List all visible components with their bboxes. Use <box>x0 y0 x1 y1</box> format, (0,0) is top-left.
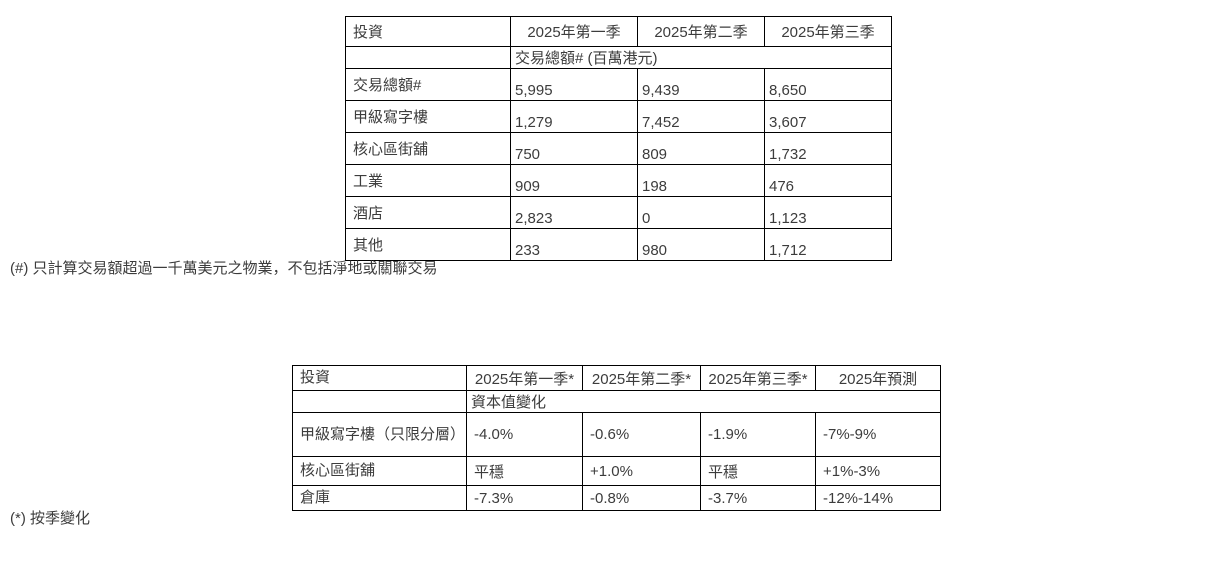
value-cell: 2,823 <box>510 196 638 229</box>
row-label: 甲級寫字樓（只限分層） <box>292 412 467 457</box>
table1-col-header-q3: 2025年第三季 <box>764 16 892 47</box>
value-cell: 7,452 <box>637 100 765 133</box>
row-label: 酒店 <box>345 196 511 229</box>
table1-col-header-q1: 2025年第一季 <box>510 16 638 47</box>
value-cell: 8,650 <box>764 68 892 101</box>
value-cell: 平穩 <box>700 456 816 486</box>
row-label: 甲級寫字樓 <box>345 100 511 133</box>
table2-subheader: 資本值變化 <box>466 390 941 413</box>
value-cell: 1,279 <box>510 100 638 133</box>
table-row: 酒店 2,823 0 1,123 <box>345 196 892 229</box>
transaction-totals-table: 投資 2025年第一季 2025年第二季 2025年第三季 交易總額# (百萬港… <box>345 16 892 261</box>
value-cell: 909 <box>510 164 638 197</box>
value-cell: 476 <box>764 164 892 197</box>
value-cell: -7%-9% <box>815 412 941 457</box>
table2-col-header-q2: 2025年第二季* <box>582 365 701 391</box>
table-row: 甲級寫字樓（只限分層） -4.0% -0.6% -1.9% -7%-9% <box>292 412 941 457</box>
row-label: 其他 <box>345 228 511 261</box>
value-cell: 1,712 <box>764 228 892 261</box>
row-label: 核心區街舖 <box>292 456 467 486</box>
table2-subheader-row: 資本值變化 <box>292 390 941 413</box>
value-cell: 980 <box>637 228 765 261</box>
table-row: 核心區街舖 平穩 +1.0% 平穩 +1%-3% <box>292 456 941 486</box>
value-cell: 809 <box>637 132 765 165</box>
value-cell: 1,123 <box>764 196 892 229</box>
table-row: 核心區街舖 750 809 1,732 <box>345 132 892 165</box>
table-row: 工業 909 198 476 <box>345 164 892 197</box>
value-cell: 1,732 <box>764 132 892 165</box>
table-row: 交易總額# 5,995 9,439 8,650 <box>345 68 892 101</box>
table-row: 甲級寫字樓 1,279 7,452 3,607 <box>345 100 892 133</box>
table-row: 倉庫 -7.3% -0.8% -3.7% -12%-14% <box>292 485 941 511</box>
table-row: 其他 233 980 1,712 <box>345 228 892 261</box>
table2-col-header-q1: 2025年第一季* <box>466 365 583 391</box>
table2-corner-header: 投資 <box>292 365 467 391</box>
table2-col-header-forecast: 2025年預測 <box>815 365 941 391</box>
table1-corner-header: 投資 <box>345 16 511 47</box>
table1-subheader-empty-cell <box>345 46 511 69</box>
row-label: 工業 <box>345 164 511 197</box>
value-cell: 3,607 <box>764 100 892 133</box>
row-label: 交易總額# <box>345 68 511 101</box>
value-cell: 0 <box>637 196 765 229</box>
row-label: 倉庫 <box>292 485 467 511</box>
value-cell: -4.0% <box>466 412 583 457</box>
value-cell: 750 <box>510 132 638 165</box>
value-cell: +1.0% <box>582 456 701 486</box>
value-cell: 平穩 <box>466 456 583 486</box>
table2-header-row: 投資 2025年第一季* 2025年第二季* 2025年第三季* 2025年預測 <box>292 365 941 391</box>
value-cell: -1.9% <box>700 412 816 457</box>
value-cell: 198 <box>637 164 765 197</box>
table1-footnote: (#) 只計算交易額超過一千萬美元之物業，不包括淨地或關聯交易 <box>10 260 438 277</box>
value-cell: 5,995 <box>510 68 638 101</box>
value-cell: -3.7% <box>700 485 816 511</box>
value-cell: 233 <box>510 228 638 261</box>
table1-header-row: 投資 2025年第一季 2025年第二季 2025年第三季 <box>345 16 892 47</box>
capital-value-change-table: 投資 2025年第一季* 2025年第二季* 2025年第三季* 2025年預測… <box>292 365 941 511</box>
table2-col-header-q3: 2025年第三季* <box>700 365 816 391</box>
table1-subheader-row: 交易總額# (百萬港元) <box>345 46 892 69</box>
value-cell: -7.3% <box>466 485 583 511</box>
row-label: 核心區街舖 <box>345 132 511 165</box>
value-cell: 9,439 <box>637 68 765 101</box>
table1-col-header-q2: 2025年第二季 <box>637 16 765 47</box>
table1-subheader: 交易總額# (百萬港元) <box>510 46 892 69</box>
value-cell: -0.6% <box>582 412 701 457</box>
value-cell: +1%-3% <box>815 456 941 486</box>
value-cell: -12%-14% <box>815 485 941 511</box>
table2-subheader-empty-cell <box>292 390 467 413</box>
value-cell: -0.8% <box>582 485 701 511</box>
table2-footnote: (*) 按季變化 <box>10 510 90 527</box>
